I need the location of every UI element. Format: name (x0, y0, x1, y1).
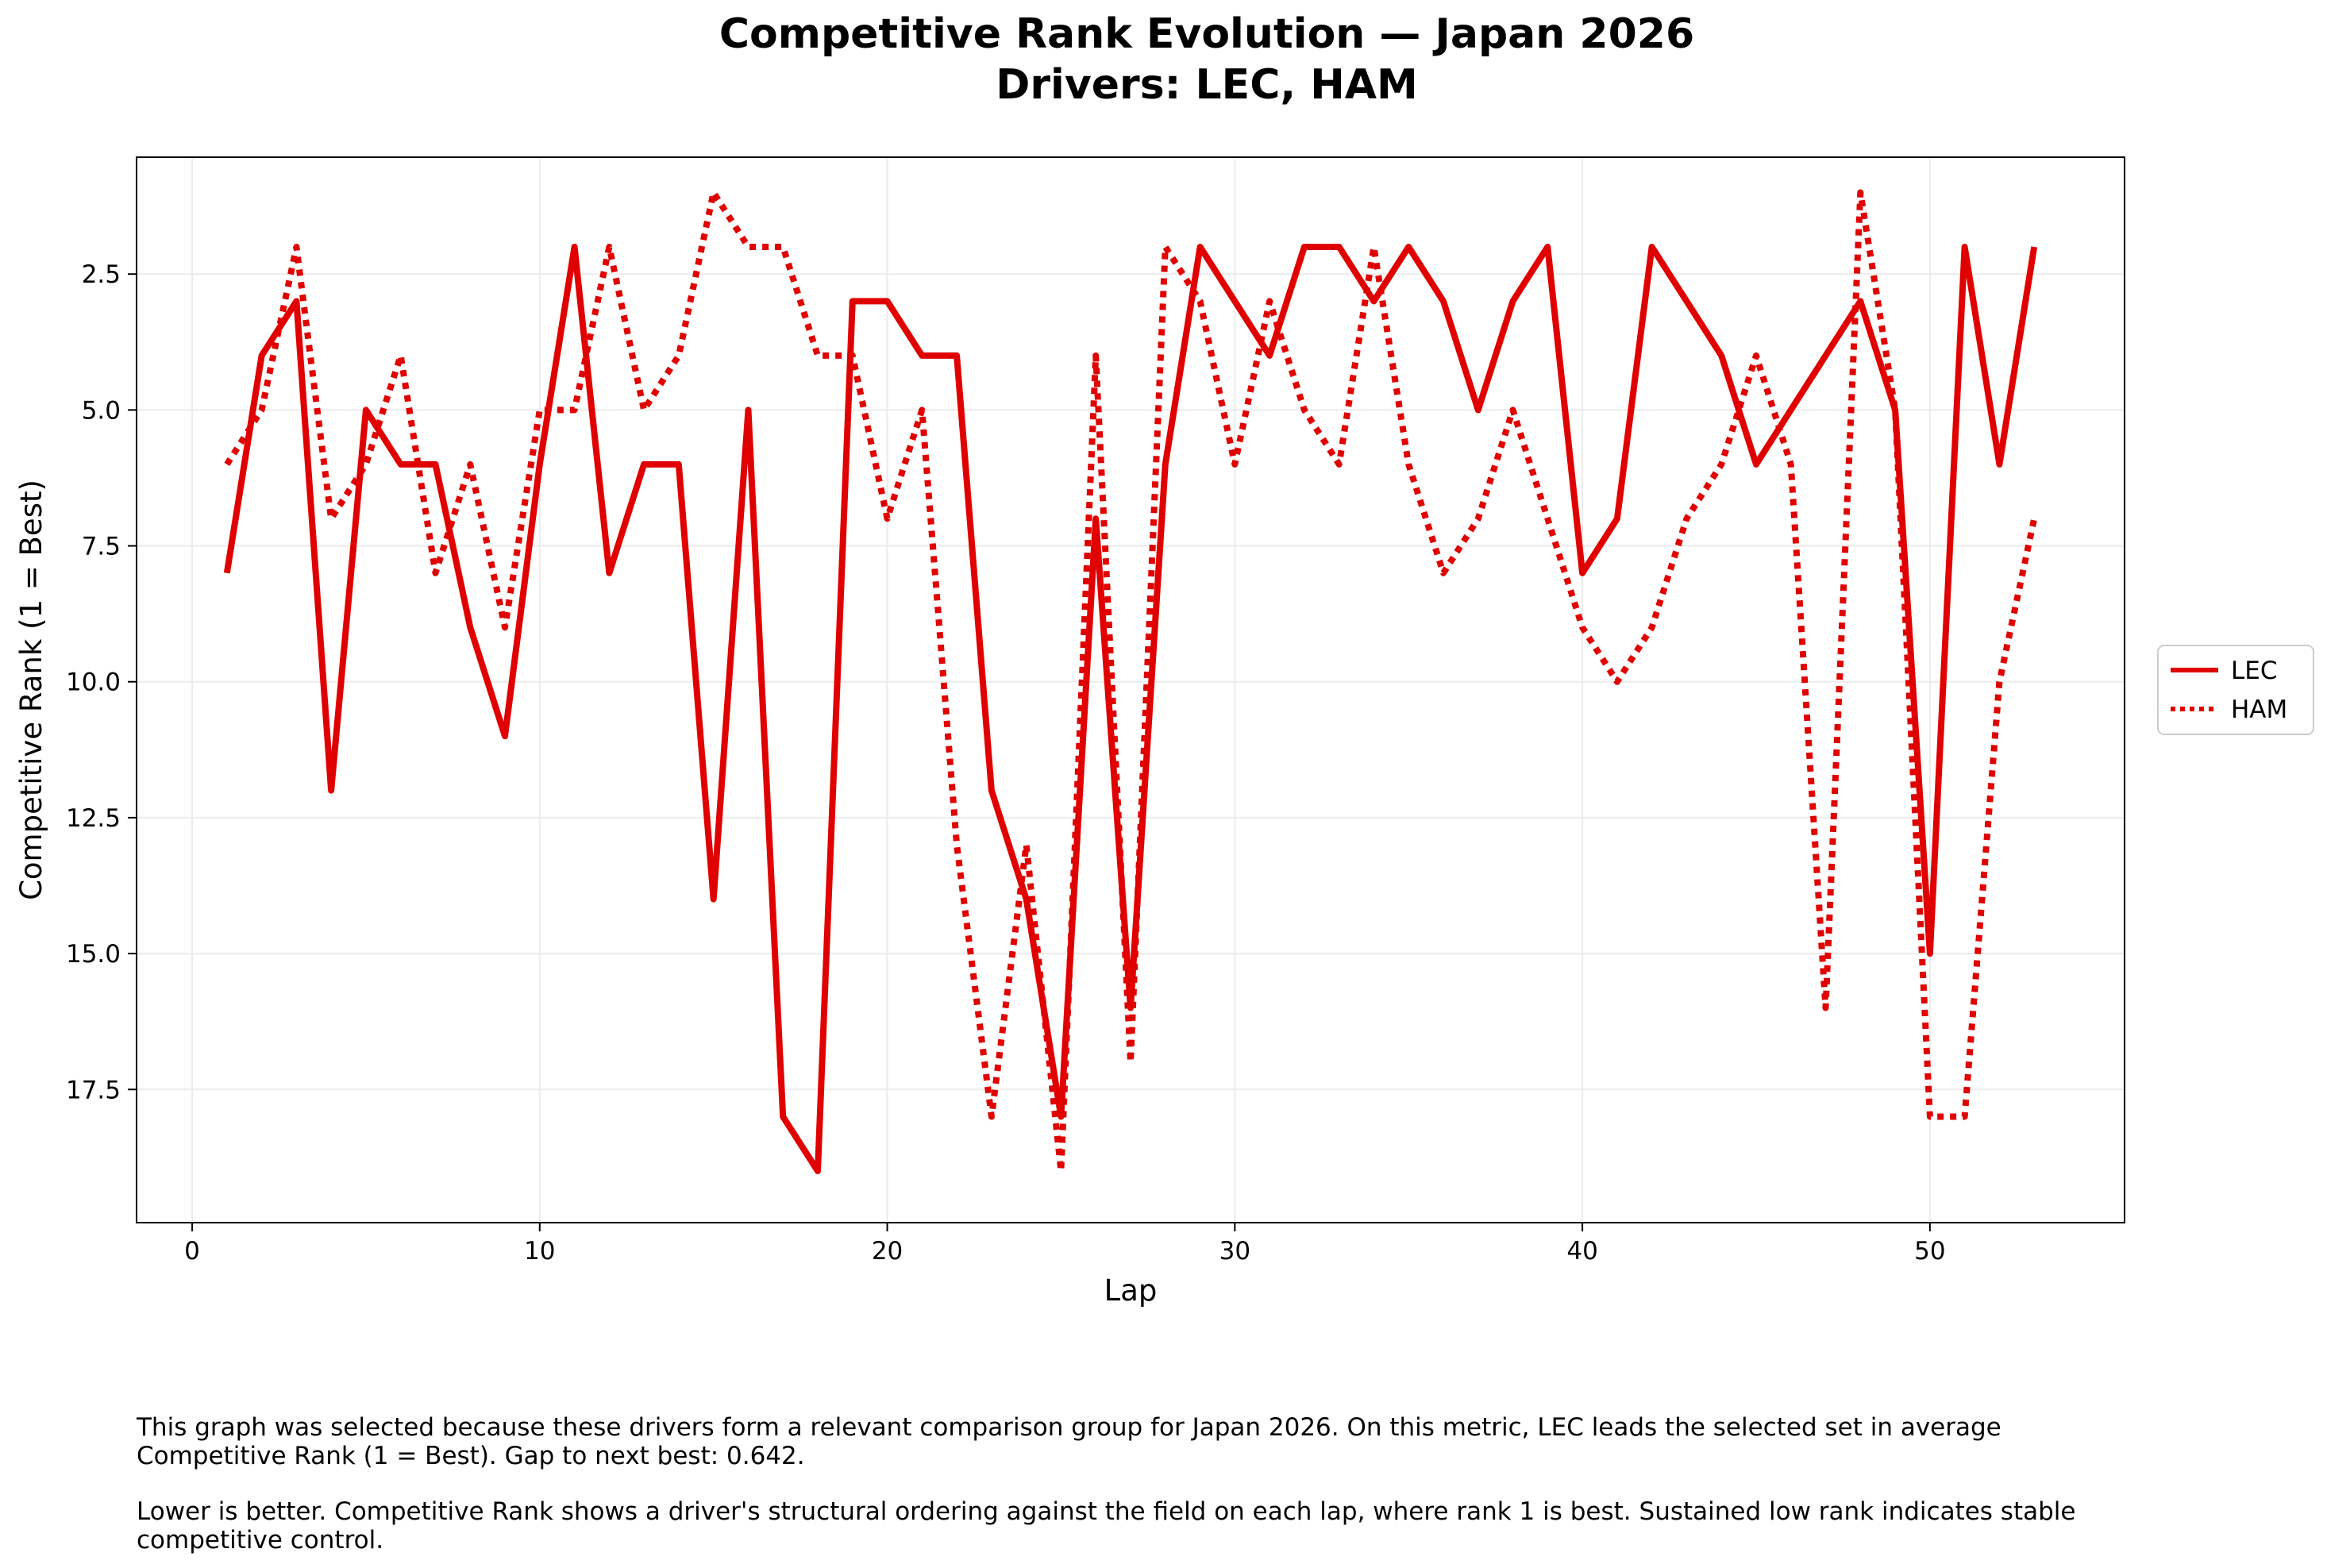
x-tick-label: 30 (1219, 1237, 1250, 1266)
plot-series (223, 189, 2038, 1174)
legend-label-lec: LEC (2231, 657, 2278, 685)
plot-frame (136, 156, 2125, 1223)
x-tick-label: 0 (184, 1237, 200, 1266)
y-tick-label: 7.5 (82, 533, 121, 561)
x-tick-label: 10 (524, 1237, 555, 1266)
x-tick-label: 40 (1566, 1237, 1597, 1266)
chart-subtitle: Drivers: LEC, HAM (996, 61, 1417, 109)
series-line-ham (224, 189, 2038, 1174)
y-axis-label: Competitive Rank (1 = Best) (14, 480, 48, 900)
y-tick-label: 17.5 (66, 1076, 121, 1104)
x-axis-ticks: 0 10 20 30 40 50 (184, 1223, 1946, 1266)
chart-title: Competitive Rank Evolution — Japan 2026 (719, 10, 1694, 58)
legend: LEC HAM (2157, 645, 2314, 735)
y-tick-label: 5.0 (82, 396, 121, 425)
grid-lines (137, 157, 2125, 1223)
y-tick-label: 12.5 (66, 804, 121, 833)
y-tick-label: 15.0 (66, 940, 121, 969)
caption-selection-reason: This graph was selected because these dr… (137, 1413, 2001, 1470)
x-axis-label: Lap (1104, 1273, 1158, 1308)
y-axis-ticks: 2.5 5.0 7.5 10.0 12.5 15.0 17.5 (66, 260, 137, 1104)
y-tick-label: 2.5 (82, 260, 121, 289)
x-tick-label: 50 (1914, 1237, 1945, 1266)
caption-metric-explanation: Lower is better. Competitive Rank shows … (137, 1497, 2076, 1555)
legend-label-ham: HAM (2231, 695, 2287, 724)
y-tick-label: 10.0 (66, 668, 121, 697)
x-tick-label: 20 (872, 1237, 903, 1266)
